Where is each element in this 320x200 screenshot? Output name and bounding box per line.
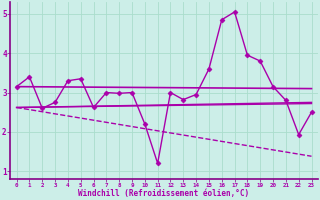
X-axis label: Windchill (Refroidissement éolien,°C): Windchill (Refroidissement éolien,°C) <box>78 189 250 198</box>
